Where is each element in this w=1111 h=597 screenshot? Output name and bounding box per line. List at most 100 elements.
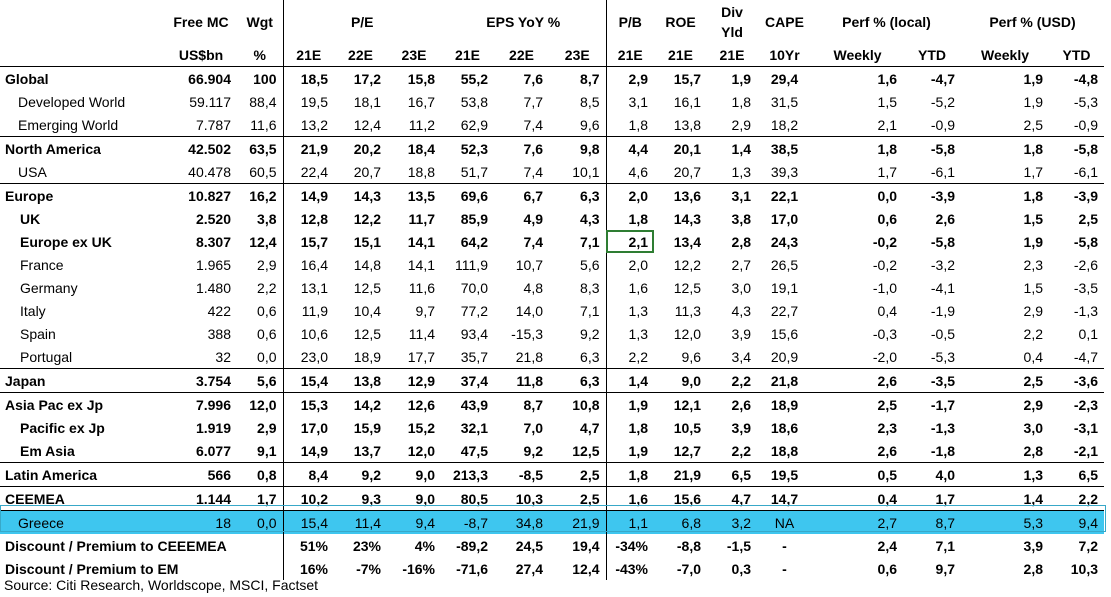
table-cell[interactable]: -5,8 <box>1073 140 1098 157</box>
selected-cell[interactable]: 2,1 <box>605 230 654 253</box>
table-cell[interactable]: 4,3 <box>731 302 751 319</box>
table-cell[interactable]: 2,7 <box>731 256 751 273</box>
table-cell[interactable]: 19,4 <box>572 537 600 554</box>
table-cell[interactable]: 51,7 <box>441 160 494 184</box>
table-cell[interactable]: 1,8 <box>1023 140 1043 157</box>
table-cell[interactable]: 3,1 <box>731 187 751 204</box>
table-cell[interactable]: 21,8 <box>494 345 549 369</box>
table-cell[interactable]: 16% <box>282 557 334 580</box>
table-cell[interactable]: 0,1 <box>1078 325 1098 342</box>
table-cell[interactable]: -8,7 <box>441 510 494 534</box>
table-cell[interactable]: -1,0 <box>872 279 897 296</box>
table-cell[interactable]: 12,1 <box>673 396 701 413</box>
table-cell[interactable]: 9,3 <box>334 486 387 511</box>
table-cell[interactable]: 9,2 <box>334 462 387 487</box>
table-cell[interactable]: 1,7 <box>903 486 961 511</box>
table-cell[interactable]: 23,0 <box>282 345 334 369</box>
table-cell[interactable]: 66.904 <box>188 70 231 87</box>
table-cell[interactable]: 2,8 <box>961 439 1049 463</box>
table-cell[interactable]: 1,4 <box>605 368 654 393</box>
table-cell[interactable]: 93,4 <box>460 325 488 342</box>
table-cell[interactable]: 11,8 <box>494 368 549 393</box>
table-cell[interactable]: -3,9 <box>1073 187 1098 204</box>
table-cell[interactable]: 8,4 <box>282 462 334 487</box>
table-cell[interactable]: 3,8 <box>731 210 751 227</box>
table-cell[interactable]: 27,4 <box>515 560 543 577</box>
table-cell[interactable]: 7,7 <box>523 93 543 110</box>
table-cell[interactable]: 32 <box>165 345 237 369</box>
table-cell[interactable]: 12,6 <box>407 396 435 413</box>
table-cell[interactable]: 1,3 <box>605 322 654 345</box>
table-cell[interactable]: 2,5 <box>549 486 606 511</box>
table-cell[interactable]: 2,2 <box>605 345 654 369</box>
table-cell[interactable]: 3,9 <box>731 419 751 436</box>
table-cell[interactable]: 9,2 <box>580 325 600 342</box>
table-cell[interactable]: 11,2 <box>387 113 441 137</box>
table-cell[interactable]: 100 <box>253 70 277 87</box>
table-cell[interactable]: 7,1 <box>580 302 600 319</box>
table-cell[interactable]: 0,4 <box>961 345 1049 369</box>
table-cell[interactable]: 34,8 <box>494 510 549 534</box>
table-cell[interactable]: -4,7 <box>930 70 955 87</box>
table-cell[interactable]: -0,2 <box>872 233 897 250</box>
table-cell[interactable]: 7,0 <box>523 419 543 436</box>
table-cell[interactable]: 2,5 <box>961 113 1049 137</box>
table-cell[interactable]: 0,4 <box>877 302 897 319</box>
table-cell[interactable]: 2,3 <box>877 419 897 436</box>
table-cell[interactable]: -1,9 <box>930 302 955 319</box>
table-cell[interactable]: 1,8 <box>605 113 654 137</box>
table-cell[interactable]: 15,3 <box>282 392 334 416</box>
table-cell[interactable]: -0,9 <box>903 113 961 137</box>
table-cell[interactable]: 7,6 <box>523 70 543 87</box>
table-cell[interactable]: 6,3 <box>549 368 606 393</box>
table-cell[interactable]: 13,8 <box>334 368 387 393</box>
table-cell[interactable]: 4,8 <box>523 279 543 296</box>
table-cell[interactable]: 9,1 <box>237 439 283 463</box>
table-cell[interactable]: 11,6 <box>237 113 283 137</box>
table-cell[interactable]: 21,8 <box>757 368 812 393</box>
table-cell[interactable]: 0,6 <box>877 560 897 577</box>
table-cell[interactable]: 2,9 <box>1023 302 1043 319</box>
table-cell[interactable]: - <box>782 537 787 554</box>
table-cell[interactable]: 0,6 <box>257 325 277 342</box>
table-cell[interactable]: 14,3 <box>673 210 701 227</box>
table-cell[interactable]: 1,8 <box>605 416 654 439</box>
table-cell[interactable]: 14,2 <box>353 396 381 413</box>
table-cell[interactable]: 2,7 <box>812 510 903 534</box>
table-cell[interactable]: 10,2 <box>282 486 334 511</box>
table-cell[interactable]: 12,5 <box>353 325 381 342</box>
table-cell[interactable]: 2,8 <box>731 233 751 250</box>
table-cell[interactable]: 14,0 <box>515 302 543 319</box>
table-cell[interactable]: 10,5 <box>673 419 701 436</box>
table-cell[interactable]: 16,1 <box>673 93 701 110</box>
table-cell[interactable]: -0,9 <box>1049 113 1104 137</box>
table-cell[interactable]: 39,3 <box>757 160 812 184</box>
table-cell[interactable]: 7.787 <box>165 113 237 137</box>
table-cell[interactable]: 85,9 <box>460 210 488 227</box>
table-cell[interactable]: 15,7 <box>673 70 701 87</box>
table-cell[interactable]: 4,7 <box>580 419 600 436</box>
table-cell[interactable]: 4% <box>414 537 435 554</box>
table-cell[interactable]: 12,0 <box>387 439 441 463</box>
table-cell[interactable]: -5,8 <box>930 140 955 157</box>
table-cell[interactable]: 7,4 <box>494 160 549 184</box>
table-cell[interactable]: 13,7 <box>334 439 387 463</box>
table-cell[interactable]: 2,9 <box>257 256 277 273</box>
table-cell[interactable]: 15,6 <box>770 325 799 342</box>
table-cell[interactable]: 7,1 <box>935 537 955 554</box>
table-cell[interactable]: 1.480 <box>195 279 231 296</box>
table-cell[interactable]: 12,4 <box>334 113 387 137</box>
table-cell[interactable]: 2,6 <box>812 368 903 393</box>
table-cell[interactable]: 1,3 <box>707 160 757 184</box>
table-cell[interactable]: 1,6 <box>877 70 897 87</box>
table-cell[interactable]: 8,7 <box>903 510 961 534</box>
table-cell[interactable]: 22,7 <box>770 302 799 319</box>
table-cell[interactable]: 2,1 <box>812 113 903 137</box>
table-cell[interactable]: 1,4 <box>731 140 751 157</box>
table-cell[interactable]: 2,6 <box>935 210 955 227</box>
table-cell[interactable]: 10,6 <box>282 322 334 345</box>
table-cell[interactable]: 19,5 <box>757 462 812 487</box>
table-cell[interactable]: 8,7 <box>580 70 600 87</box>
table-cell[interactable]: 5,6 <box>580 256 600 273</box>
table-cell[interactable]: -15,3 <box>511 325 543 342</box>
